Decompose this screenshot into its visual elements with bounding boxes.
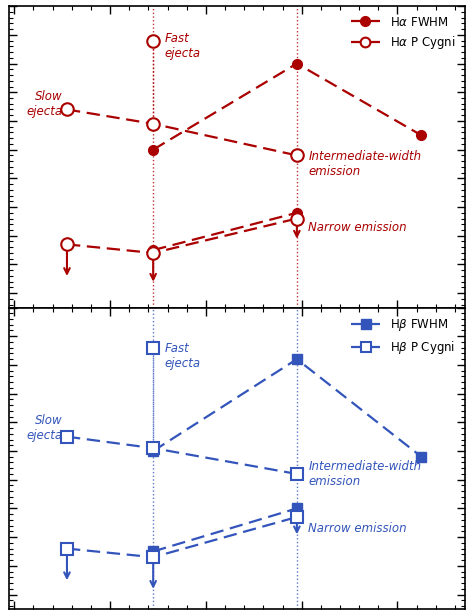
Legend: H$\beta$ FWHM, H$\beta$ P Cygni: H$\beta$ FWHM, H$\beta$ P Cygni <box>347 314 459 359</box>
Text: Slow
ejecta: Slow ejecta <box>26 90 62 117</box>
Text: Narrow emission: Narrow emission <box>309 522 407 535</box>
Text: Slow
ejecta: Slow ejecta <box>26 414 62 442</box>
Legend: H$\alpha$ FWHM, H$\alpha$ P Cygni: H$\alpha$ FWHM, H$\alpha$ P Cygni <box>347 12 459 55</box>
Text: Fast
ejecta: Fast ejecta <box>164 33 201 60</box>
Text: Intermediate-width
emission: Intermediate-width emission <box>309 460 421 488</box>
Text: Fast
ejecta: Fast ejecta <box>164 343 201 370</box>
Text: Narrow emission: Narrow emission <box>309 221 407 234</box>
Text: Intermediate-width
emission: Intermediate-width emission <box>309 150 421 178</box>
